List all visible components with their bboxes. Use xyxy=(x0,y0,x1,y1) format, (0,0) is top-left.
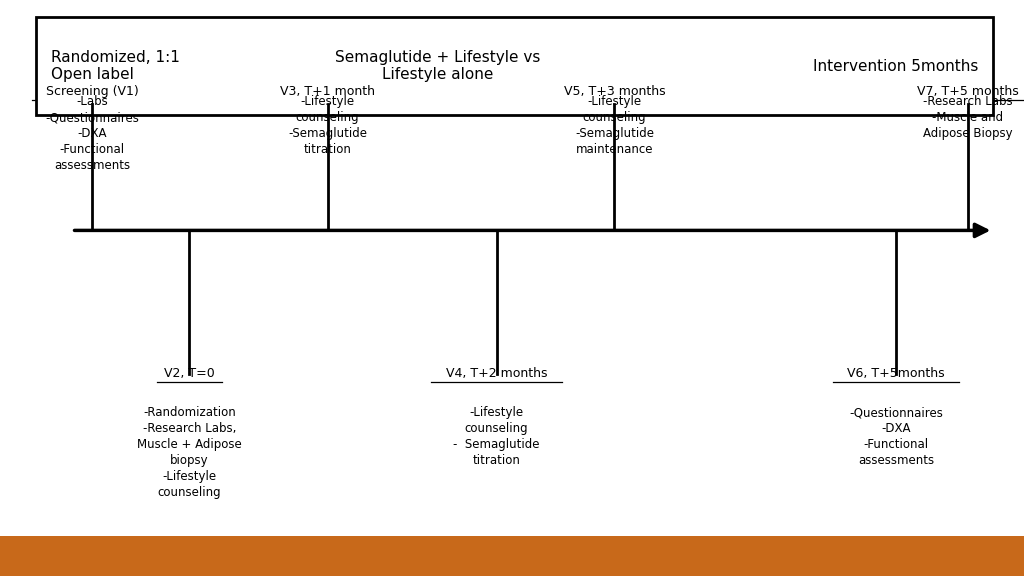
Text: -Lifestyle
counseling
-Semaglutide
maintenance: -Lifestyle counseling -Semaglutide maint… xyxy=(574,95,654,156)
Text: -Research Labs
-Muscle and
Adipose Biopsy: -Research Labs -Muscle and Adipose Biops… xyxy=(923,95,1013,140)
Text: Semaglutide + Lifestyle vs
Lifestyle alone: Semaglutide + Lifestyle vs Lifestyle alo… xyxy=(335,50,541,82)
Text: V6, T+5months: V6, T+5months xyxy=(847,367,945,380)
Text: -Lifestyle
counseling
-Semaglutide
titration: -Lifestyle counseling -Semaglutide titra… xyxy=(288,95,368,156)
Text: -Randomization
-Research Labs,
Muscle + Adipose
biopsy
-Lifestyle
counseling: -Randomization -Research Labs, Muscle + … xyxy=(137,406,242,499)
Text: V3, T+1 month: V3, T+1 month xyxy=(281,85,375,98)
Text: Screening (V1): Screening (V1) xyxy=(46,85,138,98)
Text: V5, T+3 months: V5, T+3 months xyxy=(563,85,666,98)
Text: -Labs
-Questionnaires
-DXA
-Functional
assessments: -Labs -Questionnaires -DXA -Functional a… xyxy=(45,95,139,172)
Text: Intervention 5months: Intervention 5months xyxy=(813,59,978,74)
Text: V2, T=0: V2, T=0 xyxy=(164,367,215,380)
Text: -Questionnaires
-DXA
-Functional
assessments: -Questionnaires -DXA -Functional assessm… xyxy=(849,406,943,467)
FancyBboxPatch shape xyxy=(0,536,1024,576)
Text: V7, T+5 months: V7, T+5 months xyxy=(916,85,1019,98)
FancyBboxPatch shape xyxy=(36,17,993,115)
Text: Randomized, 1:1
Open label: Randomized, 1:1 Open label xyxy=(51,50,180,82)
Text: -Lifestyle
counseling
-  Semaglutide
titration: -Lifestyle counseling - Semaglutide titr… xyxy=(454,406,540,467)
Text: V4, T+2 months: V4, T+2 months xyxy=(445,367,548,380)
